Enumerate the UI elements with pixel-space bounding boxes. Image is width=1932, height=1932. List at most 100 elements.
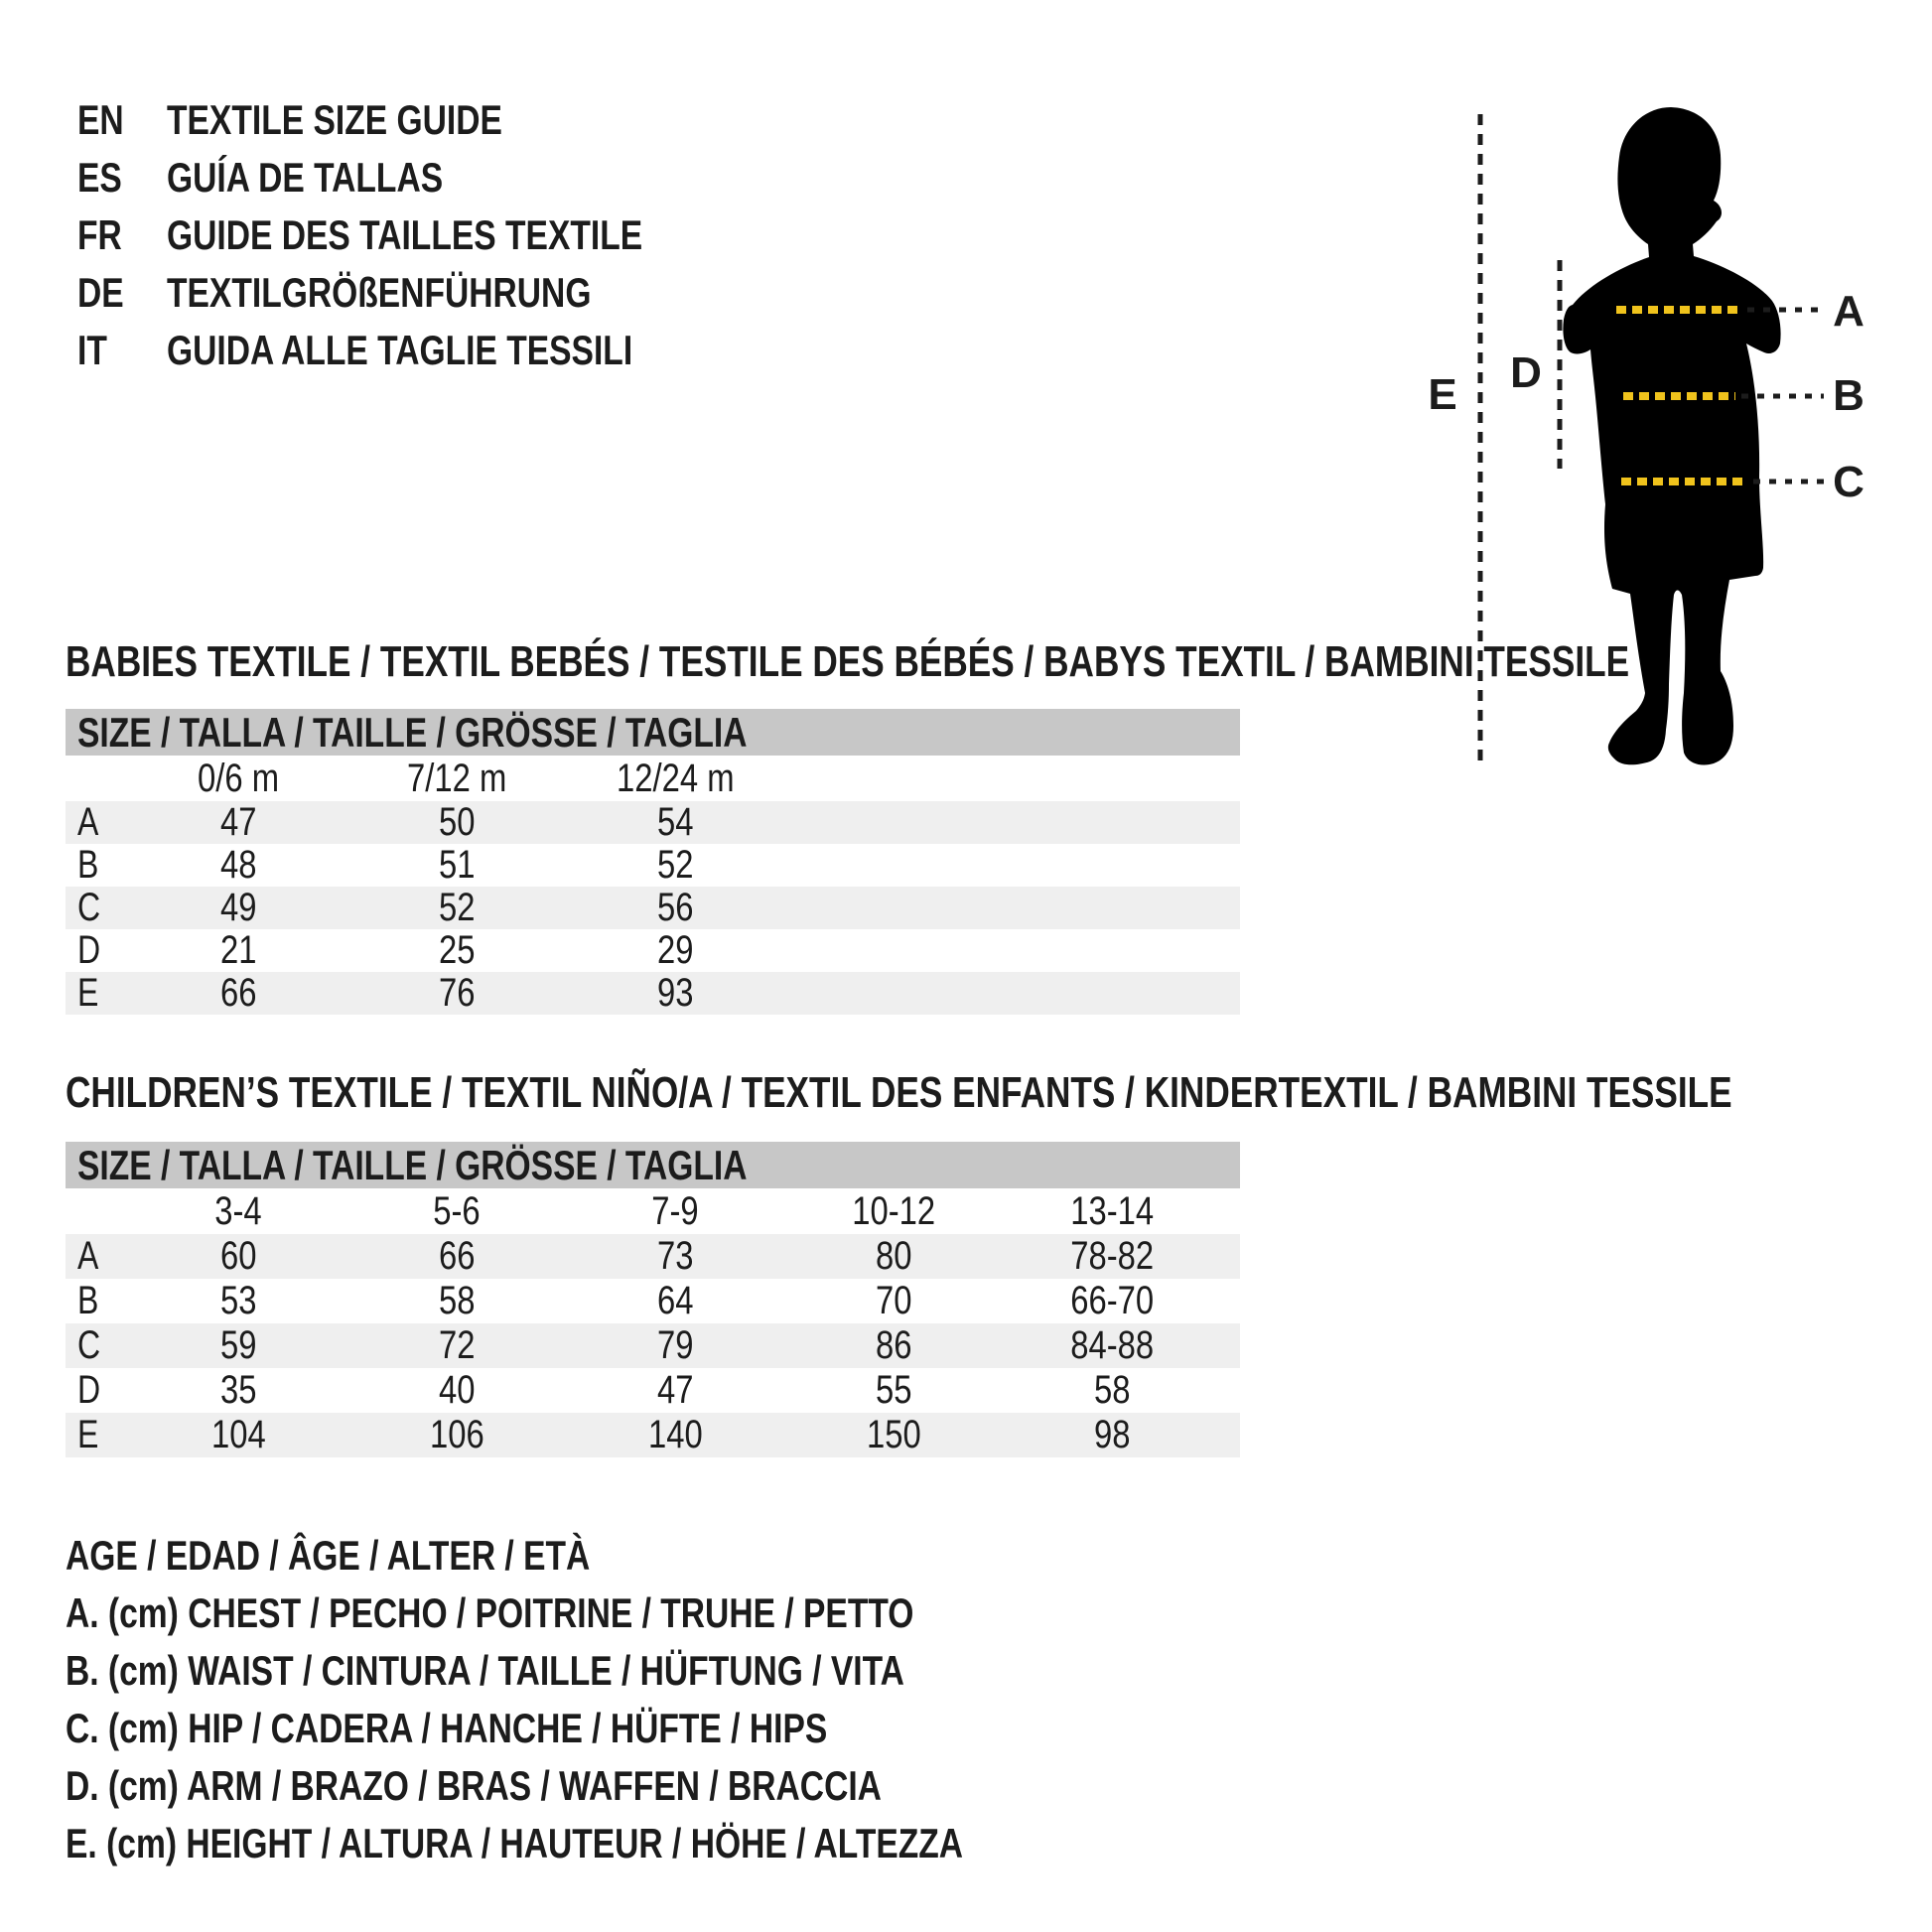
- value-cell: 78-82: [1003, 1234, 1221, 1279]
- value-cell-text: 73: [656, 1234, 694, 1278]
- column-header-cell-text: 10-12: [852, 1189, 935, 1233]
- value-cell-text: 106: [429, 1413, 484, 1456]
- value-cell-text: 70: [875, 1279, 912, 1322]
- filler-cell: [784, 756, 1240, 801]
- value-cell-text: 48: [219, 843, 257, 887]
- legend-line-text: A. (cm) CHEST / PECHO / POITRINE / TRUHE…: [66, 1589, 914, 1636]
- language-title: GUÍA DE TALLAS: [167, 149, 761, 207]
- language-title-text: TEXTILGRÖßENFÜHRUNG: [167, 269, 592, 316]
- language-row: EN TEXTILE SIZE GUIDE: [77, 91, 761, 149]
- value-cell-text: 25: [438, 928, 476, 972]
- row-label: C: [66, 887, 129, 929]
- value-cell-text: 47: [219, 800, 257, 844]
- row-label: B: [66, 844, 129, 887]
- value-cell-text: 76: [438, 971, 476, 1015]
- value-cell: 52: [347, 887, 566, 929]
- language-code: DE: [77, 264, 167, 322]
- row-label-text: A: [77, 800, 99, 844]
- value-cell-text: 51: [438, 843, 476, 887]
- measure-label-e: E: [1428, 370, 1457, 419]
- column-header-cell: 7-9: [566, 1188, 784, 1234]
- table-row: C 49 52 56: [66, 887, 1240, 929]
- language-title: TEXTILGRÖßENFÜHRUNG: [167, 264, 761, 322]
- legend-line: AGE / EDAD / ÂGE / ALTER / ETÀ: [66, 1527, 1187, 1585]
- value-cell: 80: [784, 1234, 1003, 1279]
- row-label-text: D: [77, 928, 101, 972]
- row-label-text: D: [77, 1368, 101, 1412]
- value-cell: 58: [1003, 1368, 1221, 1413]
- table-row: E 104 106 140 150 98: [66, 1413, 1240, 1457]
- column-header-row: 0/6 m 7/12 m 12/24 m: [66, 756, 1240, 801]
- column-header-cell: 7/12 m: [347, 756, 566, 801]
- legend-line-text: AGE / EDAD / ÂGE / ALTER / ETÀ: [66, 1532, 591, 1579]
- row-label-text: B: [77, 1279, 99, 1322]
- measurement-legend: AGE / EDAD / ÂGE / ALTER / ETÀ A. (cm) CH…: [66, 1527, 1187, 1872]
- legend-line-text: C. (cm) HIP / CADERA / HANCHE / HÜFTE / …: [66, 1705, 828, 1751]
- value-cell-text: 55: [875, 1368, 912, 1412]
- table-row: B 53 58 64 70 66-70: [66, 1279, 1240, 1323]
- row-label: E: [66, 972, 129, 1015]
- row-label-text: E: [77, 971, 99, 1015]
- language-code-text: EN: [77, 96, 124, 143]
- value-cell-text: 150: [866, 1413, 921, 1456]
- value-cell: 40: [347, 1368, 566, 1413]
- filler-cell: [1221, 1234, 1240, 1279]
- value-cell-text: 72: [438, 1323, 476, 1367]
- children-section-title: CHILDREN’S TEXTILE / TEXTIL NIÑO/A / TEX…: [66, 1068, 1732, 1117]
- value-cell: 140: [566, 1413, 784, 1457]
- column-header-cell-text: 12/24 m: [616, 757, 735, 800]
- value-cell: 106: [347, 1413, 566, 1457]
- row-label-text: B: [77, 843, 99, 887]
- language-code: IT: [77, 322, 167, 379]
- value-cell: 52: [566, 844, 784, 887]
- value-cell: 70: [784, 1279, 1003, 1323]
- table-row: D 21 25 29: [66, 929, 1240, 972]
- children-size-table: SIZE / TALLA / TAILLE / GRÖSSE / TAGLIA 3…: [66, 1142, 1240, 1457]
- value-cell: 66-70: [1003, 1279, 1221, 1323]
- legend-line-text: E. (cm) HEIGHT / ALTURA / HAUTEUR / HÖHE…: [66, 1820, 964, 1866]
- value-cell-text: 21: [219, 928, 257, 972]
- value-cell-text: 60: [219, 1234, 257, 1278]
- table-row: C 59 72 79 86 84-88: [66, 1323, 1240, 1368]
- value-cell-text: 66-70: [1070, 1279, 1154, 1322]
- value-cell-text: 53: [219, 1279, 257, 1322]
- value-cell: 49: [129, 887, 347, 929]
- column-header-cell: 3-4: [129, 1188, 347, 1234]
- language-code-text: IT: [77, 327, 107, 373]
- value-cell-text: 64: [656, 1279, 694, 1322]
- value-cell: 53: [129, 1279, 347, 1323]
- legend-line-text: B. (cm) WAIST / CINTURA / TAILLE / HÜFTU…: [66, 1647, 904, 1694]
- size-header-band: SIZE / TALLA / TAILLE / GRÖSSE / TAGLIA: [66, 709, 1240, 756]
- row-label-text: E: [77, 1413, 99, 1456]
- column-header-row: 3-4 5-6 7-9 10-12 13-14: [66, 1188, 1240, 1234]
- language-title-text: TEXTILE SIZE GUIDE: [167, 96, 502, 143]
- value-cell: 93: [566, 972, 784, 1015]
- row-label-text: A: [77, 1234, 99, 1278]
- column-header-cell: 0/6 m: [129, 756, 347, 801]
- column-header-cell: 12/24 m: [566, 756, 784, 801]
- size-header-band-text: SIZE / TALLA / TAILLE / GRÖSSE / TAGLIA: [77, 709, 748, 756]
- value-cell: 79: [566, 1323, 784, 1368]
- table-row: A 47 50 54: [66, 801, 1240, 844]
- value-cell: 55: [784, 1368, 1003, 1413]
- row-label: C: [66, 1323, 129, 1368]
- value-cell-text: 35: [219, 1368, 257, 1412]
- filler-cell: [1221, 1413, 1240, 1457]
- column-header-cell: 5-6: [347, 1188, 566, 1234]
- value-cell: 60: [129, 1234, 347, 1279]
- value-cell: 21: [129, 929, 347, 972]
- row-label: E: [66, 1413, 129, 1457]
- value-cell: 98: [1003, 1413, 1221, 1457]
- value-cell-text: 47: [656, 1368, 694, 1412]
- legend-line: D. (cm) ARM / BRAZO / BRAS / WAFFEN / BR…: [66, 1757, 1187, 1815]
- language-title-text: GUÍA DE TALLAS: [167, 154, 444, 201]
- language-code: EN: [77, 91, 167, 149]
- value-cell: 76: [347, 972, 566, 1015]
- row-label: A: [66, 801, 129, 844]
- value-cell: 84-88: [1003, 1323, 1221, 1368]
- language-code: FR: [77, 207, 167, 264]
- value-cell: 104: [129, 1413, 347, 1457]
- value-cell: 48: [129, 844, 347, 887]
- language-code-text: DE: [77, 269, 124, 316]
- value-cell-text: 40: [438, 1368, 476, 1412]
